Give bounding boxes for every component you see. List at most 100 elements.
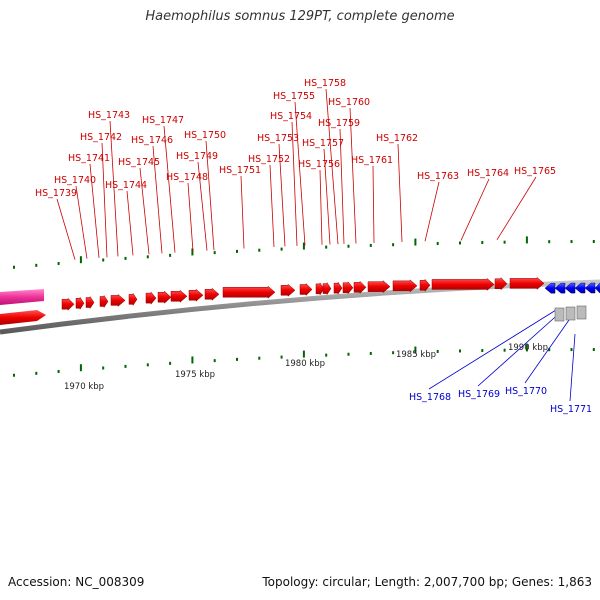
gray-feature[interactable] [554,307,565,322]
forward-gene-label[interactable]: HS_1743 [88,110,130,121]
forward-gene-label[interactable]: HS_1765 [514,166,556,177]
label-leader-line [240,175,245,249]
forward-gene-arrow[interactable] [85,295,95,310]
forward-gene-arrow[interactable] [145,291,157,305]
forward-gene-arrow[interactable] [299,282,313,297]
forward-gene-arrow[interactable] [61,297,75,311]
label-leader-line [205,140,215,251]
label-leader-line [101,142,108,258]
label-leader-line [323,148,331,245]
forward-gene-arrow[interactable] [322,281,332,296]
forward-gene-arrow[interactable] [392,279,418,293]
forward-gene-label[interactable]: HS_1745 [118,157,160,168]
forward-gene-arrow[interactable] [419,278,431,292]
scale-label: 1990 kbp [508,343,548,353]
genome-summary-text: Topology: circular; Length: 2,007,700 bp… [262,575,592,589]
forward-gene-label[interactable]: HS_1747 [142,115,184,126]
reverse-gene-arrow[interactable] [594,282,600,294]
label-leader-line [152,145,163,254]
label-leader-line [524,319,570,384]
forward-gene-label[interactable]: HS_1741 [68,153,110,164]
forward-gene-arrow[interactable] [353,280,367,294]
gray-feature[interactable] [576,305,587,320]
label-leader-line [325,88,339,245]
label-leader-line [291,121,298,246]
reverse-gene-arrow[interactable] [584,282,596,294]
forward-gene-label[interactable]: HS_1759 [318,118,360,129]
reverse-gene-arrow[interactable] [574,282,586,294]
forward-gene-label[interactable]: HS_1753 [257,133,299,144]
label-leader-line [424,181,440,242]
scale-label: 1985 kbp [396,350,436,360]
accession-text: Accession: NC_008309 [8,575,145,589]
reverse-gene-label[interactable]: HS_1770 [505,386,547,397]
forward-gene-arrow[interactable] [204,287,220,301]
map-title: Haemophilus somnus 129PT, complete genom… [145,9,455,24]
gray-feature[interactable] [565,306,576,321]
label-leader-line [339,128,345,244]
label-leader-line [89,163,100,258]
forward-gene-label[interactable]: HS_1755 [273,91,315,102]
label-leader-line [56,198,76,260]
reverse-gene-arrow[interactable] [544,282,556,294]
label-leader-line [460,178,490,241]
forward-gene-arrow[interactable] [110,293,126,307]
label-leader-line [163,125,176,253]
reverse-gene-arrow[interactable] [564,282,576,294]
forward-gene-arrow[interactable] [128,292,138,307]
forward-gene-label[interactable]: HS_1758 [304,78,346,89]
forward-gene-arrow[interactable] [431,277,495,291]
label-leader-line [319,169,323,245]
forward-gene-arrow[interactable] [315,282,325,296]
label-leader-line [269,164,275,247]
forward-gene-label[interactable]: HS_1744 [105,180,147,191]
label-leader-line [187,182,194,252]
forward-gene-arrow[interactable] [333,281,343,295]
forward-gene-label[interactable]: HS_1748 [166,172,208,183]
forward-gene-label[interactable]: HS_1757 [302,138,344,149]
forward-gene-label[interactable]: HS_1752 [248,154,290,165]
scale-label: 1975 kbp [175,370,215,380]
forward-gene-label[interactable]: HS_1754 [270,111,312,122]
forward-gene-arrow[interactable] [0,310,46,325]
forward-gene-arrow[interactable] [342,281,354,295]
forward-gene-arrow[interactable] [99,294,109,309]
forward-gene-arrow[interactable] [367,280,391,294]
forward-gene-arrow[interactable] [75,296,85,311]
label-leader-line [294,101,306,246]
forward-gene-label[interactable]: HS_1749 [176,151,218,162]
forward-gene-arrow[interactable] [157,290,172,304]
forward-gene-arrow[interactable] [222,285,276,299]
forward-gene-arrow[interactable] [494,277,508,291]
forward-gene-arrow[interactable] [509,276,545,290]
forward-gene-label[interactable]: HS_1751 [219,165,261,176]
forward-gene-label[interactable]: HS_1742 [80,132,122,143]
label-leader-line [109,120,119,257]
forward-gene-label[interactable]: HS_1761 [351,155,393,166]
forward-gene-label[interactable]: HS_1756 [298,159,340,170]
forward-gene-label[interactable]: HS_1750 [184,130,226,141]
reverse-gene-label[interactable]: HS_1769 [458,389,500,400]
label-leader-line [278,143,286,247]
pink-feature[interactable] [0,289,44,305]
reverse-gene-label[interactable]: HS_1771 [550,404,592,415]
label-leader-line [372,165,375,243]
label-leader-line [428,309,557,390]
forward-gene-label[interactable]: HS_1746 [131,135,173,146]
reverse-gene-arrow[interactable] [554,282,566,294]
label-leader-line [349,107,357,244]
forward-gene-arrow[interactable] [188,288,204,302]
forward-gene-arrow[interactable] [170,289,188,303]
label-leader-line [477,309,564,387]
reverse-gene-label[interactable]: HS_1768 [409,392,451,403]
forward-gene-label[interactable]: HS_1762 [376,133,418,144]
forward-gene-label[interactable]: HS_1763 [417,171,459,182]
forward-gene-label[interactable]: HS_1764 [467,168,509,179]
label-leader-line [75,185,88,259]
forward-gene-label[interactable]: HS_1740 [54,175,96,186]
forward-gene-label[interactable]: HS_1739 [35,188,77,199]
forward-gene-label[interactable]: HS_1760 [328,97,370,108]
label-leader-line [569,333,576,402]
forward-gene-arrow[interactable] [280,283,296,297]
